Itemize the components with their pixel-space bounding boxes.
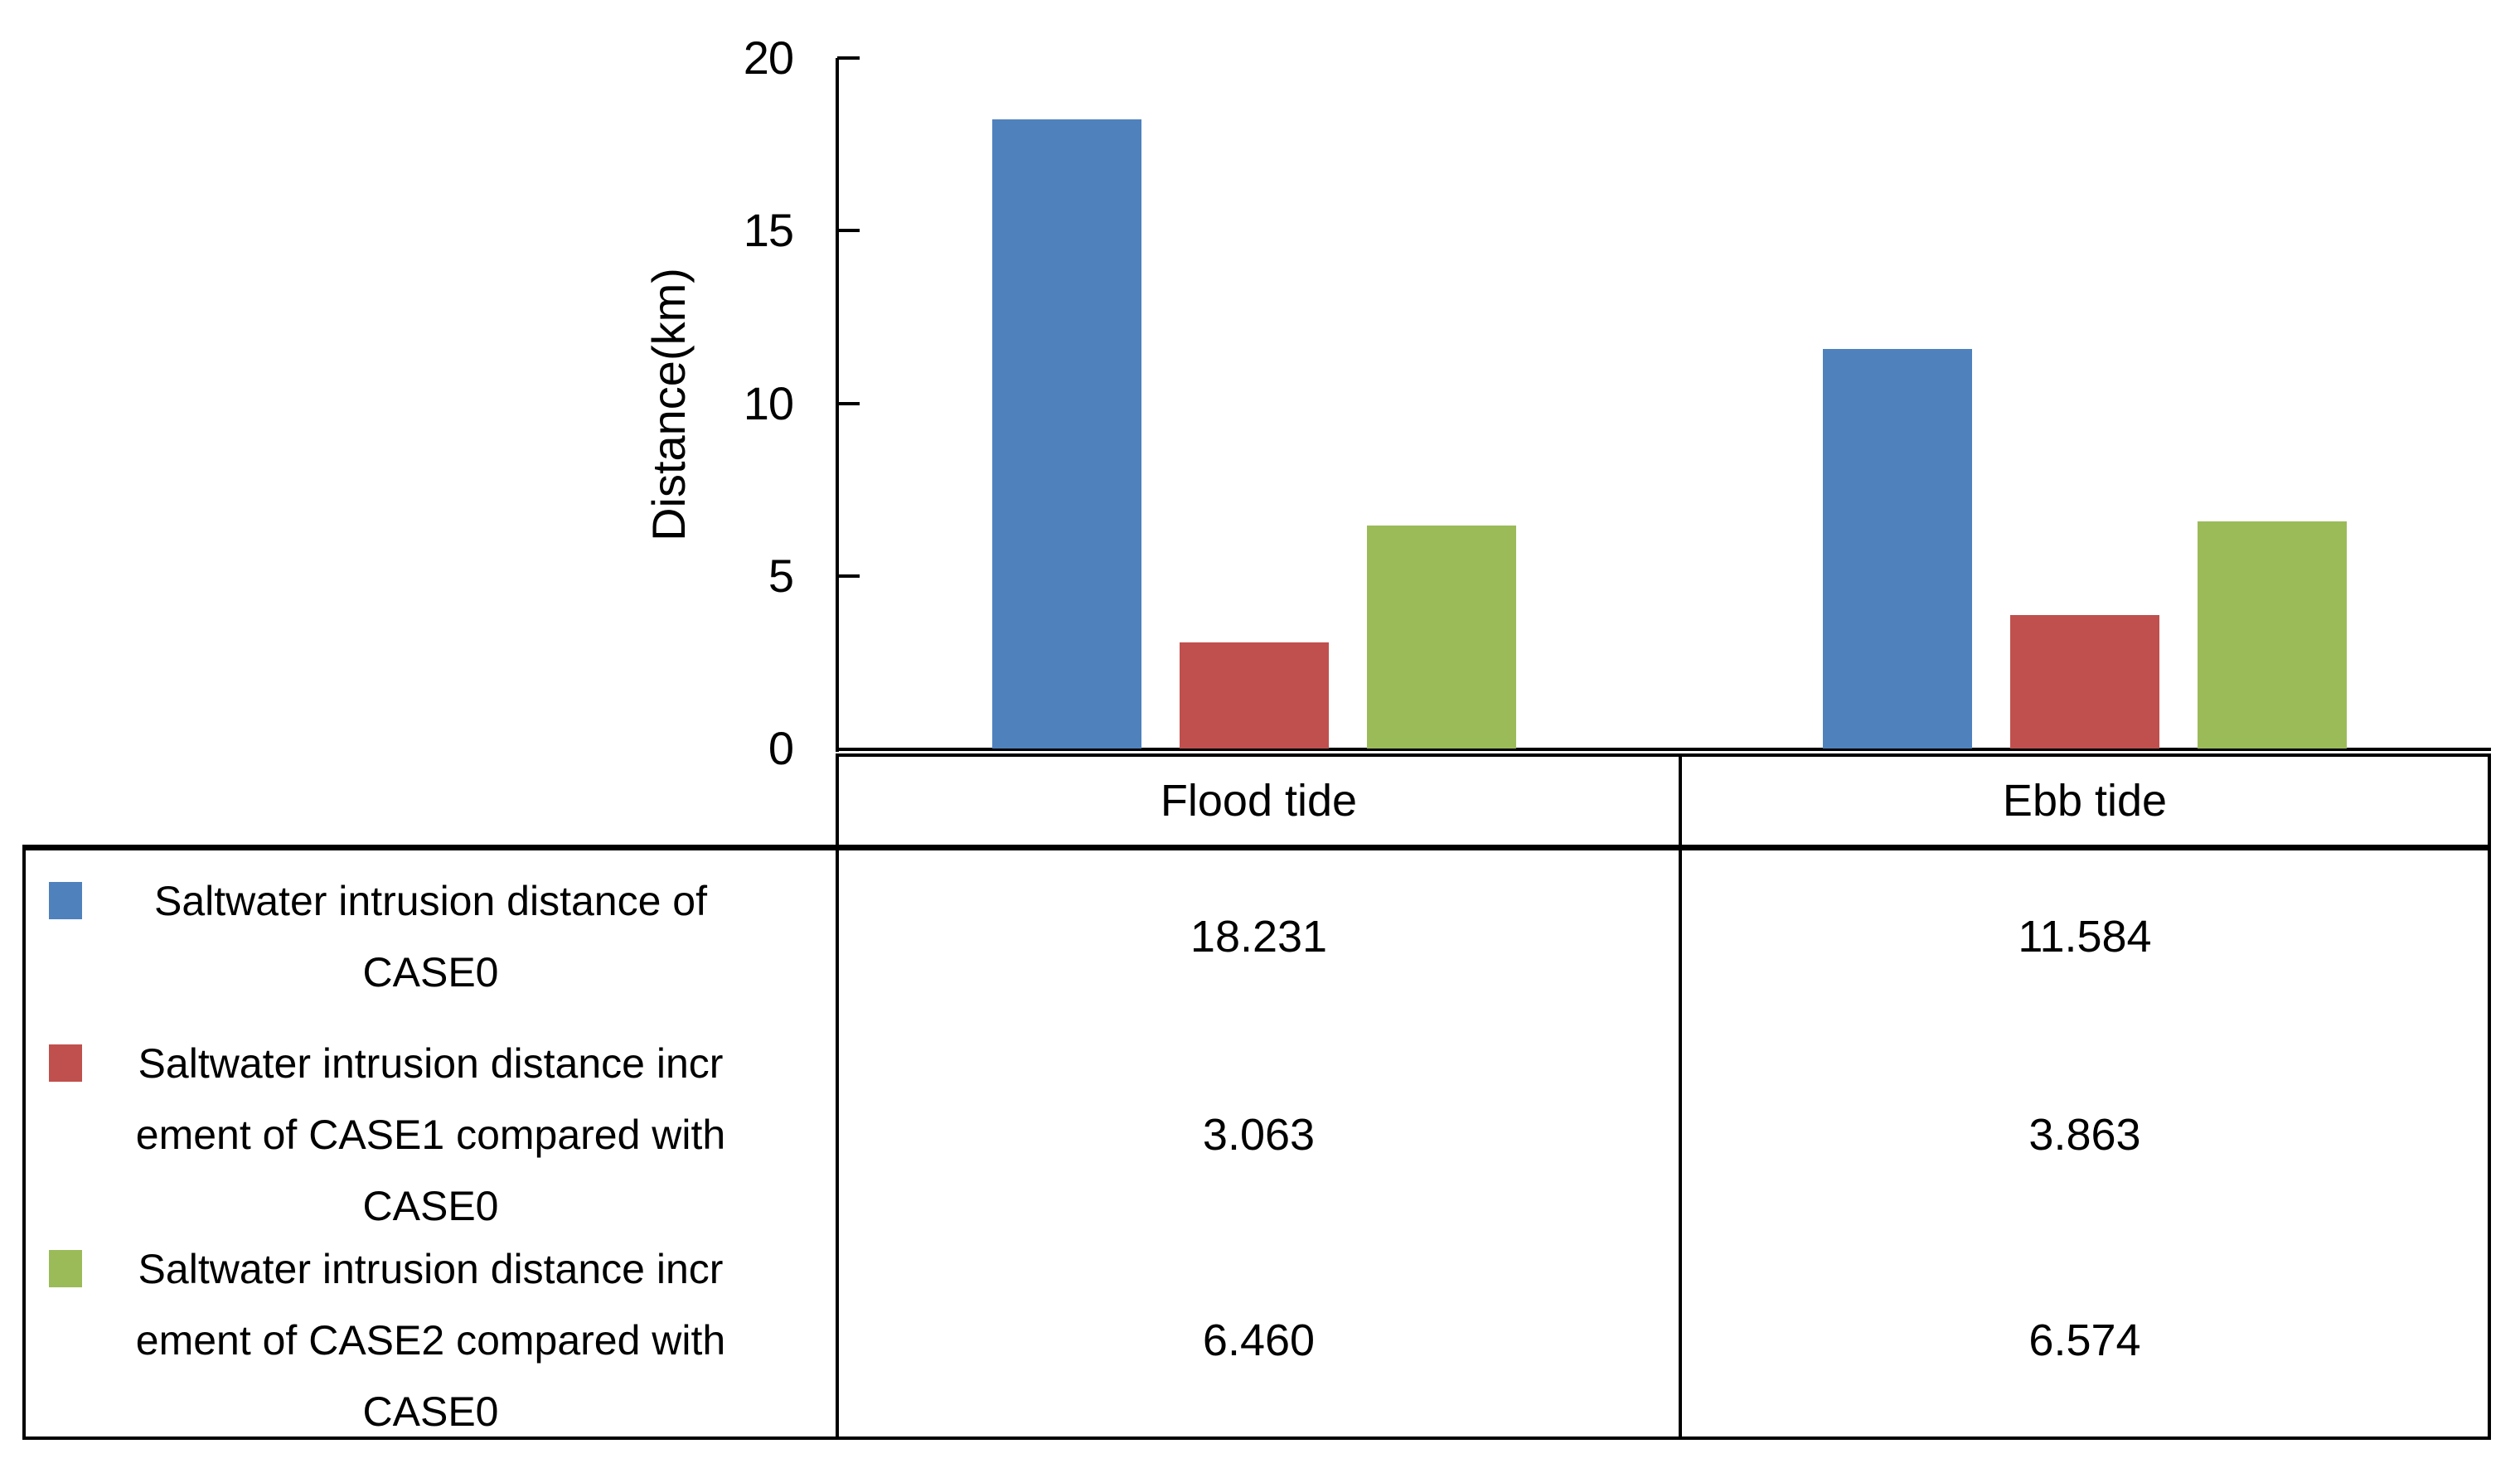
legend-swatch-1 — [49, 1044, 82, 1082]
x-axis-line — [836, 748, 2491, 751]
legend-swatch-0 — [49, 882, 82, 919]
legend-item-2: Saltwater intrusion distance incr ement o… — [26, 1241, 836, 1439]
bar-ebb-tide-series2 — [2198, 521, 2347, 749]
table-bottom-border — [22, 1437, 2491, 1440]
legend-text-line: CASE0 — [362, 1182, 499, 1229]
y-tick-mark-5 — [837, 574, 860, 578]
plot-area — [837, 58, 2491, 749]
y-tick-label-10: 10 — [743, 376, 794, 429]
legend-text-line: ement of CASE2 compared with — [135, 1316, 726, 1364]
table-value-row2-col0: 6.460 — [1202, 1315, 1316, 1365]
legend-text-line: CASE0 — [362, 948, 499, 996]
y-tick-label-5: 5 — [768, 549, 794, 602]
legend-text-line: Saltwater intrusion distance incr — [138, 1245, 724, 1292]
bar-ebb-tide-series1 — [2010, 615, 2159, 749]
table-value-row0-col0: 18.231 — [1190, 911, 1328, 962]
table-divider-columns — [1679, 753, 1682, 1440]
table-header-flood-tide: Flood tide — [1160, 776, 1358, 826]
table-divider-legend — [836, 753, 839, 1440]
bar-ebb-tide-series0 — [1823, 349, 1972, 749]
y-tick-mark-10 — [837, 401, 860, 405]
table-value-row1-col1: 3.863 — [2028, 1109, 2141, 1160]
y-tick-mark-15 — [837, 229, 860, 233]
y-tick-mark-20 — [837, 56, 860, 60]
legend-text-line: Saltwater intrusion distance of — [153, 877, 708, 924]
table-header-ebb-tide: Ebb tide — [2002, 776, 2168, 826]
legend-item-0: Saltwater intrusion distance of CASE0 — [26, 845, 836, 1028]
bar-flood-tide-series0 — [992, 119, 1141, 749]
table-value-row1-col0: 3.063 — [1202, 1109, 1316, 1160]
legend-item-1: Saltwater intrusion distance incr ement o… — [26, 1028, 836, 1241]
table-right-border — [2488, 753, 2491, 1440]
y-tick-label-15: 15 — [743, 204, 794, 257]
legend-swatch-2 — [49, 1250, 82, 1287]
table-value-row0-col1: 11.584 — [2018, 911, 2152, 962]
legend-text-line: ement of CASE1 compared with — [135, 1111, 726, 1158]
table-left-border — [22, 845, 26, 1440]
y-tick-label-20: 20 — [743, 31, 794, 84]
table-header-bottom-border — [22, 845, 2491, 850]
legend-text-line: CASE0 — [362, 1388, 499, 1435]
table-value-row2-col1: 6.574 — [2028, 1315, 2141, 1365]
bar-flood-tide-series2 — [1367, 526, 1516, 749]
bar-flood-tide-series1 — [1180, 642, 1329, 749]
legend-text-line: Saltwater intrusion distance incr — [138, 1039, 724, 1087]
y-axis-line — [836, 58, 839, 752]
table-top-border — [836, 753, 2491, 757]
y-tick-label-0: 0 — [768, 722, 794, 774]
